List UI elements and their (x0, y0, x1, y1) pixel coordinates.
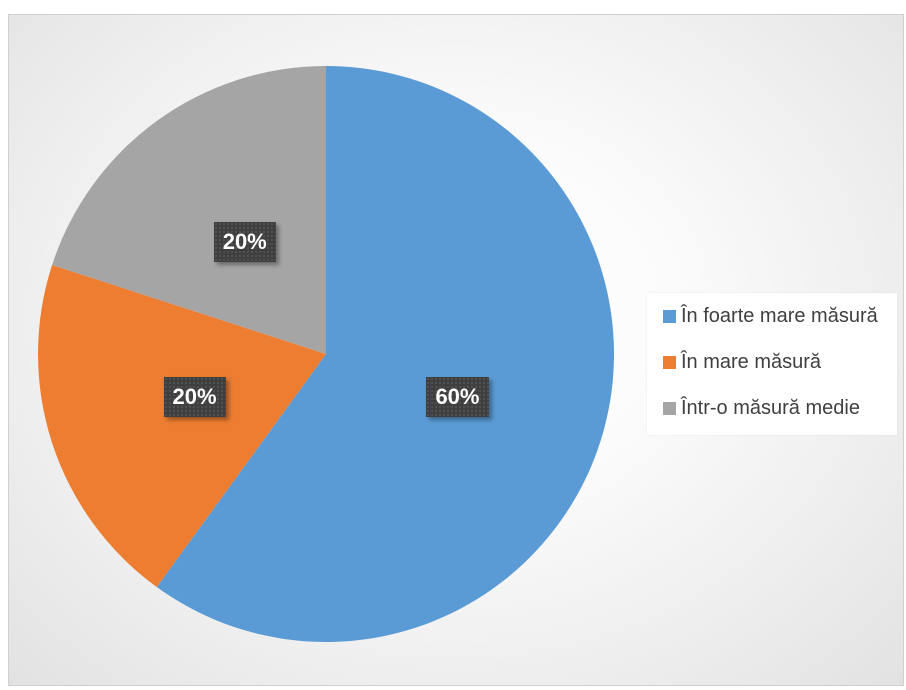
pie-slice-2 (52, 66, 326, 354)
data-label-1: 20% (163, 376, 226, 417)
data-label-0: 60% (426, 376, 489, 417)
legend-swatch-1 (663, 355, 676, 369)
legend-label-1: În mare măsură (681, 350, 822, 373)
legend: În foarte mare măsură În mare măsură Înt… (647, 293, 897, 435)
legend-label-0: În foarte mare măsură (681, 304, 878, 327)
legend-item-0: În foarte mare măsură (647, 293, 897, 339)
pie-chart (38, 66, 615, 642)
pie-slice-1 (38, 265, 326, 587)
legend-item-1: În mare măsură (647, 339, 897, 385)
data-label-2: 20% (213, 222, 276, 263)
chart-area: 60% 20% 20% În foarte mare măsură În mare … (8, 14, 904, 686)
legend-item-2: Într-o măsură medie (647, 385, 897, 431)
legend-label-2: Într-o măsură medie (681, 396, 860, 419)
legend-swatch-2 (663, 401, 676, 415)
legend-swatch-0 (663, 309, 676, 323)
pie-slice-0 (156, 66, 615, 642)
